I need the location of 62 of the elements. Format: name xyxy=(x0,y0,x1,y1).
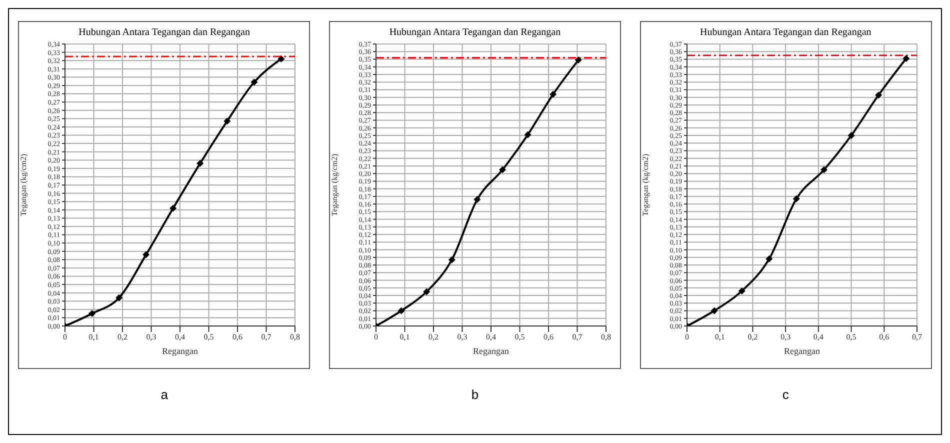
point xyxy=(423,288,430,296)
point xyxy=(116,294,123,302)
x-tick-label: 0,6 xyxy=(543,332,554,342)
chart-title: Hubungan Antara Tegangan dan Regangan xyxy=(698,26,872,38)
text: a xyxy=(160,387,168,402)
x-tick-label: 0 xyxy=(684,332,689,342)
point xyxy=(902,54,910,62)
x-tick-label: 0,2 xyxy=(118,332,128,342)
point xyxy=(574,56,582,64)
point xyxy=(224,118,231,125)
point xyxy=(88,310,96,318)
y-axis-title: Tegangan (kg/cm2) xyxy=(330,154,339,216)
chart-title: Hubungan Antara Tegangan dan Regangan xyxy=(388,26,562,38)
x-tick-label: 0,7 xyxy=(262,332,272,342)
point xyxy=(170,204,177,212)
y-axis-title: Tegangan (kg/cm2) xyxy=(640,154,650,216)
point xyxy=(474,196,481,203)
x-tick-label: 0,4 xyxy=(813,332,824,342)
point xyxy=(142,251,150,258)
point xyxy=(738,287,746,294)
point xyxy=(847,132,854,139)
x-tick-label: 0,6 xyxy=(232,332,243,342)
point xyxy=(524,131,532,138)
x-tick-label: 0,7 xyxy=(912,332,922,342)
x-tick-label: 0,1 xyxy=(89,332,100,342)
x-tick-label: 0,8 xyxy=(290,332,300,342)
x-tick-label: 0,5 xyxy=(514,332,525,342)
x-tick-label: 0,2 xyxy=(428,332,438,342)
point xyxy=(874,92,882,99)
point xyxy=(550,90,557,98)
point xyxy=(792,195,800,202)
x-axis-title: Regangan xyxy=(784,346,820,356)
x-tick-label: 0 xyxy=(374,332,378,342)
point xyxy=(251,78,258,86)
point xyxy=(278,55,286,62)
x-tick-label: 0,5 xyxy=(204,332,214,342)
point xyxy=(820,166,828,174)
x-tick-label: 0,4 xyxy=(175,332,186,342)
x-axis-title: Regangan xyxy=(162,346,199,356)
x-tick-label: 0,2 xyxy=(747,332,758,342)
point xyxy=(196,160,204,167)
x-tick-label: 0,8 xyxy=(600,332,611,342)
point xyxy=(498,166,506,174)
x-tick-label: 0,3 xyxy=(457,332,468,342)
text: b xyxy=(471,387,479,402)
text: c xyxy=(782,387,789,402)
x-axis-title: Regangan xyxy=(472,346,510,356)
point xyxy=(710,307,718,314)
x-tick-label: 0,1 xyxy=(400,332,410,342)
x-tick-label: 0,3 xyxy=(146,332,157,342)
x-tick-label: 0,3 xyxy=(780,332,790,342)
x-tick-label: 0 xyxy=(63,332,68,342)
x-tick-label: 0,1 xyxy=(714,332,724,342)
y-axis-title: Tegangan (kg/cm2) xyxy=(19,154,28,216)
x-tick-label: 0,6 xyxy=(878,332,889,342)
point xyxy=(765,255,772,262)
x-tick-label: 0,4 xyxy=(486,332,496,342)
point xyxy=(448,256,456,264)
chart-title: Hubungan Antara Tegangan dan Regangan xyxy=(78,26,251,38)
x-tick-label: 0,5 xyxy=(846,332,856,342)
point xyxy=(398,307,405,314)
x-tick-label: 0,7 xyxy=(572,332,582,342)
